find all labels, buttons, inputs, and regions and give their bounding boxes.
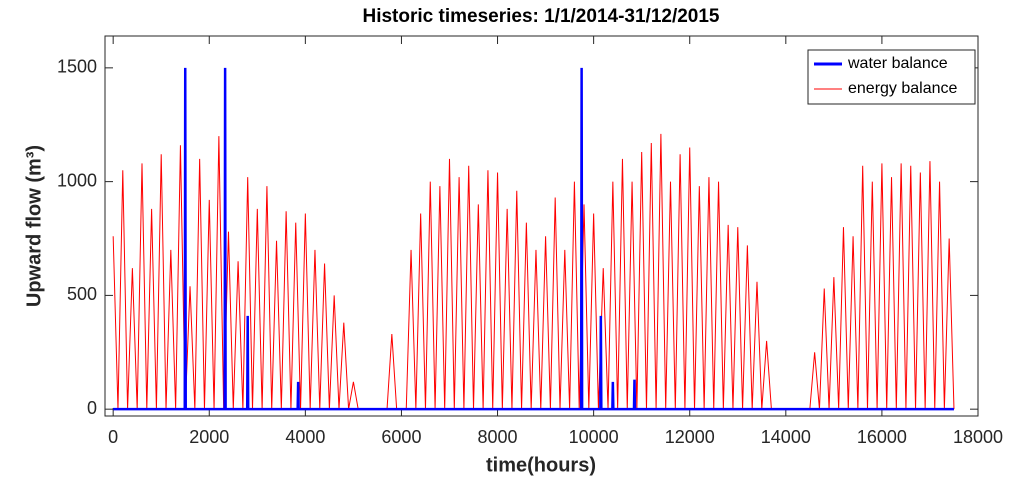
- x-tick-label: 0: [108, 427, 118, 447]
- x-tick-label: 10000: [569, 427, 619, 447]
- chart-title: Historic timeseries: 1/1/2014-31/12/2015: [362, 6, 719, 27]
- plot-frame: [104, 35, 979, 417]
- y-tick-label: 0: [87, 398, 97, 418]
- x-axis-label: time(hours): [486, 454, 596, 476]
- series-line: [113, 67, 954, 411]
- x-tick-label: 8000: [478, 427, 518, 447]
- x-tick-label: 16000: [857, 427, 907, 447]
- x-tick-label: 4000: [285, 427, 325, 447]
- x-tick-label: 18000: [953, 427, 1003, 447]
- y-axis-label: Upward flow (m³): [23, 145, 45, 307]
- y-tick-label: 1500: [57, 57, 97, 77]
- legend: water balance energy balance: [807, 49, 976, 105]
- legend-label: water balance: [847, 55, 948, 72]
- series-line: [112, 133, 955, 410]
- legend-label: energy balance: [848, 80, 958, 97]
- legend-box: [807, 49, 976, 105]
- x-tick-label: 14000: [761, 427, 811, 447]
- x-tick-label: 6000: [381, 427, 421, 447]
- y-tick-label: 500: [67, 284, 97, 304]
- x-tick-label: 12000: [665, 427, 715, 447]
- y-tick-label: 1000: [57, 170, 97, 190]
- x-tick-label: 2000: [189, 427, 229, 447]
